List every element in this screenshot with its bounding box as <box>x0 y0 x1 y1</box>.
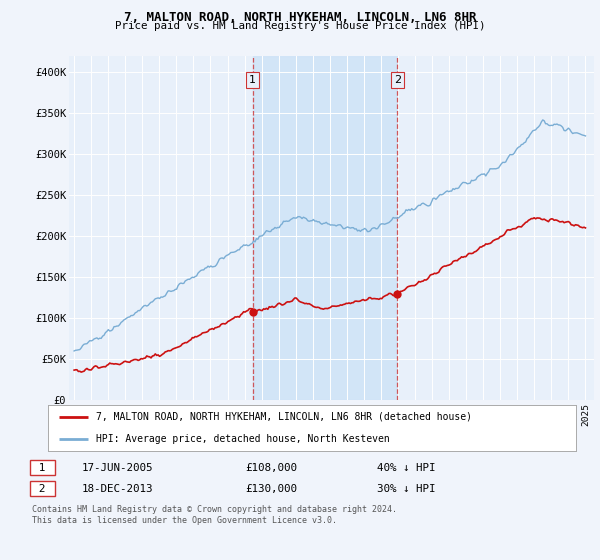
Text: 1: 1 <box>32 463 53 473</box>
Text: £130,000: £130,000 <box>245 484 297 493</box>
Text: 30% ↓ HPI: 30% ↓ HPI <box>377 484 436 493</box>
Bar <box>253 56 397 400</box>
Text: 7, MALTON ROAD, NORTH HYKEHAM, LINCOLN, LN6 8HR: 7, MALTON ROAD, NORTH HYKEHAM, LINCOLN, … <box>124 11 476 24</box>
Text: Price paid vs. HM Land Registry's House Price Index (HPI): Price paid vs. HM Land Registry's House … <box>115 21 485 31</box>
Text: 2: 2 <box>32 484 53 493</box>
Text: £108,000: £108,000 <box>245 463 297 473</box>
Text: 2: 2 <box>394 75 401 85</box>
Text: 17-JUN-2005: 17-JUN-2005 <box>82 463 154 473</box>
Text: 1: 1 <box>249 75 256 85</box>
Text: 18-DEC-2013: 18-DEC-2013 <box>82 484 154 493</box>
Text: HPI: Average price, detached house, North Kesteven: HPI: Average price, detached house, Nort… <box>95 434 389 444</box>
Text: Contains HM Land Registry data © Crown copyright and database right 2024.
This d: Contains HM Land Registry data © Crown c… <box>32 506 397 525</box>
Text: 40% ↓ HPI: 40% ↓ HPI <box>377 463 436 473</box>
Text: 7, MALTON ROAD, NORTH HYKEHAM, LINCOLN, LN6 8HR (detached house): 7, MALTON ROAD, NORTH HYKEHAM, LINCOLN, … <box>95 412 472 422</box>
